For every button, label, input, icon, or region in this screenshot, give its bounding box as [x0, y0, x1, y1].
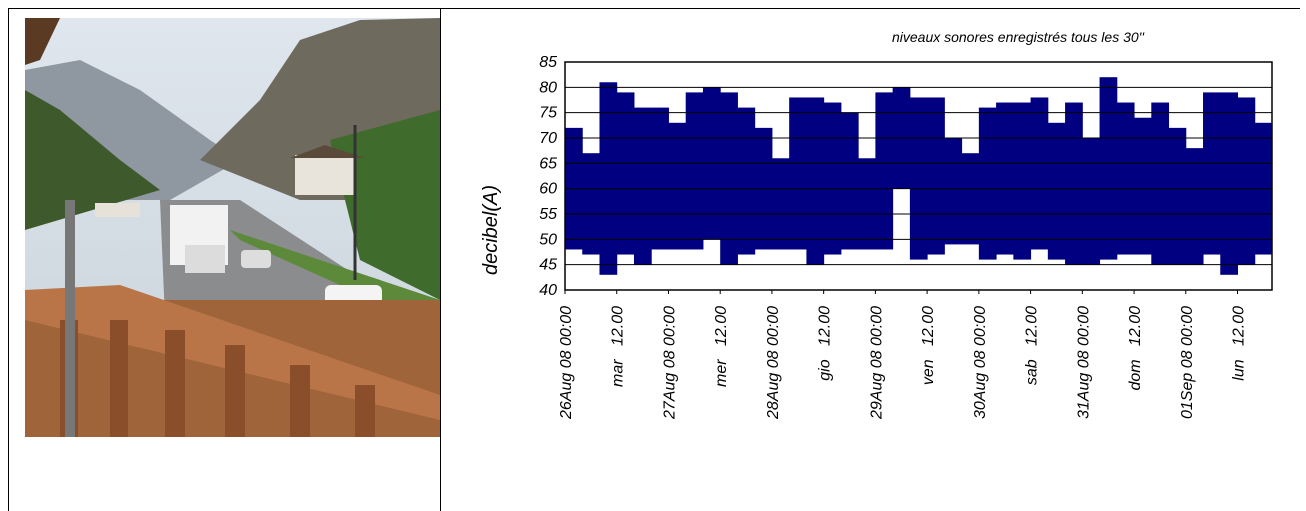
y-tick-label: 65: [539, 155, 557, 172]
range-bar: [617, 92, 635, 254]
y-tick-label: 55: [539, 206, 557, 223]
range-bar: [737, 108, 755, 255]
chart-title: niveaux sonores enregistrés tous les 30'…: [892, 29, 1145, 45]
range-bar: [1151, 103, 1169, 265]
y-tick-label: 75: [539, 105, 557, 122]
range-bar: [927, 97, 945, 254]
x-tick-label: 30Aug 08 00:00: [972, 306, 989, 419]
page: niveaux sonores enregistrés tous les 30'…: [0, 0, 1306, 511]
range-bar: [910, 97, 928, 259]
y-tick-label: 80: [539, 79, 557, 96]
range-bar: [686, 92, 704, 249]
x-tick-label: mer 12.00: [713, 306, 730, 387]
y-axis-label: decibel(A): [480, 185, 502, 275]
range-bar: [772, 158, 790, 249]
range-bar: [875, 92, 893, 249]
range-bar: [858, 158, 876, 249]
y-tick-label: 85: [539, 54, 557, 71]
range-bar: [979, 108, 997, 260]
range-bar: [1220, 92, 1238, 274]
x-tick-label: 31Aug 08 00:00: [1075, 306, 1092, 419]
range-bar: [824, 103, 842, 255]
range-bar: [1013, 103, 1031, 260]
range-bar: [789, 97, 807, 249]
range-bar: [1117, 103, 1135, 255]
x-tick-label: lun 12.00: [1231, 306, 1248, 381]
screen: niveaux sonores enregistrés tous les 30'…: [0, 0, 1306, 511]
x-tick-label: gio 12.00: [817, 306, 834, 381]
y-tick-label: 70: [539, 130, 557, 147]
range-bar: [651, 108, 669, 250]
x-tick-label: ven 12.00: [920, 306, 937, 385]
x-tick-label: 28Aug 08 00:00: [765, 306, 782, 420]
range-bar: [668, 123, 686, 250]
range-bar: [962, 153, 980, 244]
range-bar: [1100, 77, 1118, 259]
range-bar: [1203, 92, 1221, 254]
range-bar: [599, 82, 617, 275]
x-tick-label: 27Aug 08 00:00: [661, 306, 678, 420]
x-tick-label: dom 12.00: [1127, 306, 1144, 391]
x-tick-label: 26Aug 08 00:00: [558, 306, 575, 420]
photo: [25, 18, 440, 437]
range-bar: [1169, 128, 1187, 265]
range-bar: [1082, 138, 1100, 265]
range-bar: [944, 138, 962, 244]
range-bar: [1186, 148, 1204, 265]
range-bar: [1065, 103, 1083, 265]
x-tick-label: mar 12.00: [610, 306, 627, 387]
x-tick-label: sab 12.00: [1024, 306, 1041, 385]
range-bar: [841, 113, 859, 250]
x-tick-label: 01Sep 08 00:00: [1179, 306, 1196, 419]
range-bar: [634, 108, 652, 265]
range-bar: [996, 103, 1014, 255]
x-tick-label: 29Aug 08 00:00: [868, 306, 885, 420]
y-tick-label: 60: [539, 181, 557, 198]
y-tick-label: 50: [539, 231, 557, 248]
y-tick-label: 45: [539, 257, 557, 274]
range-bar: [720, 92, 738, 264]
y-tick-label: 40: [539, 282, 557, 299]
range-bar: [1031, 97, 1049, 249]
